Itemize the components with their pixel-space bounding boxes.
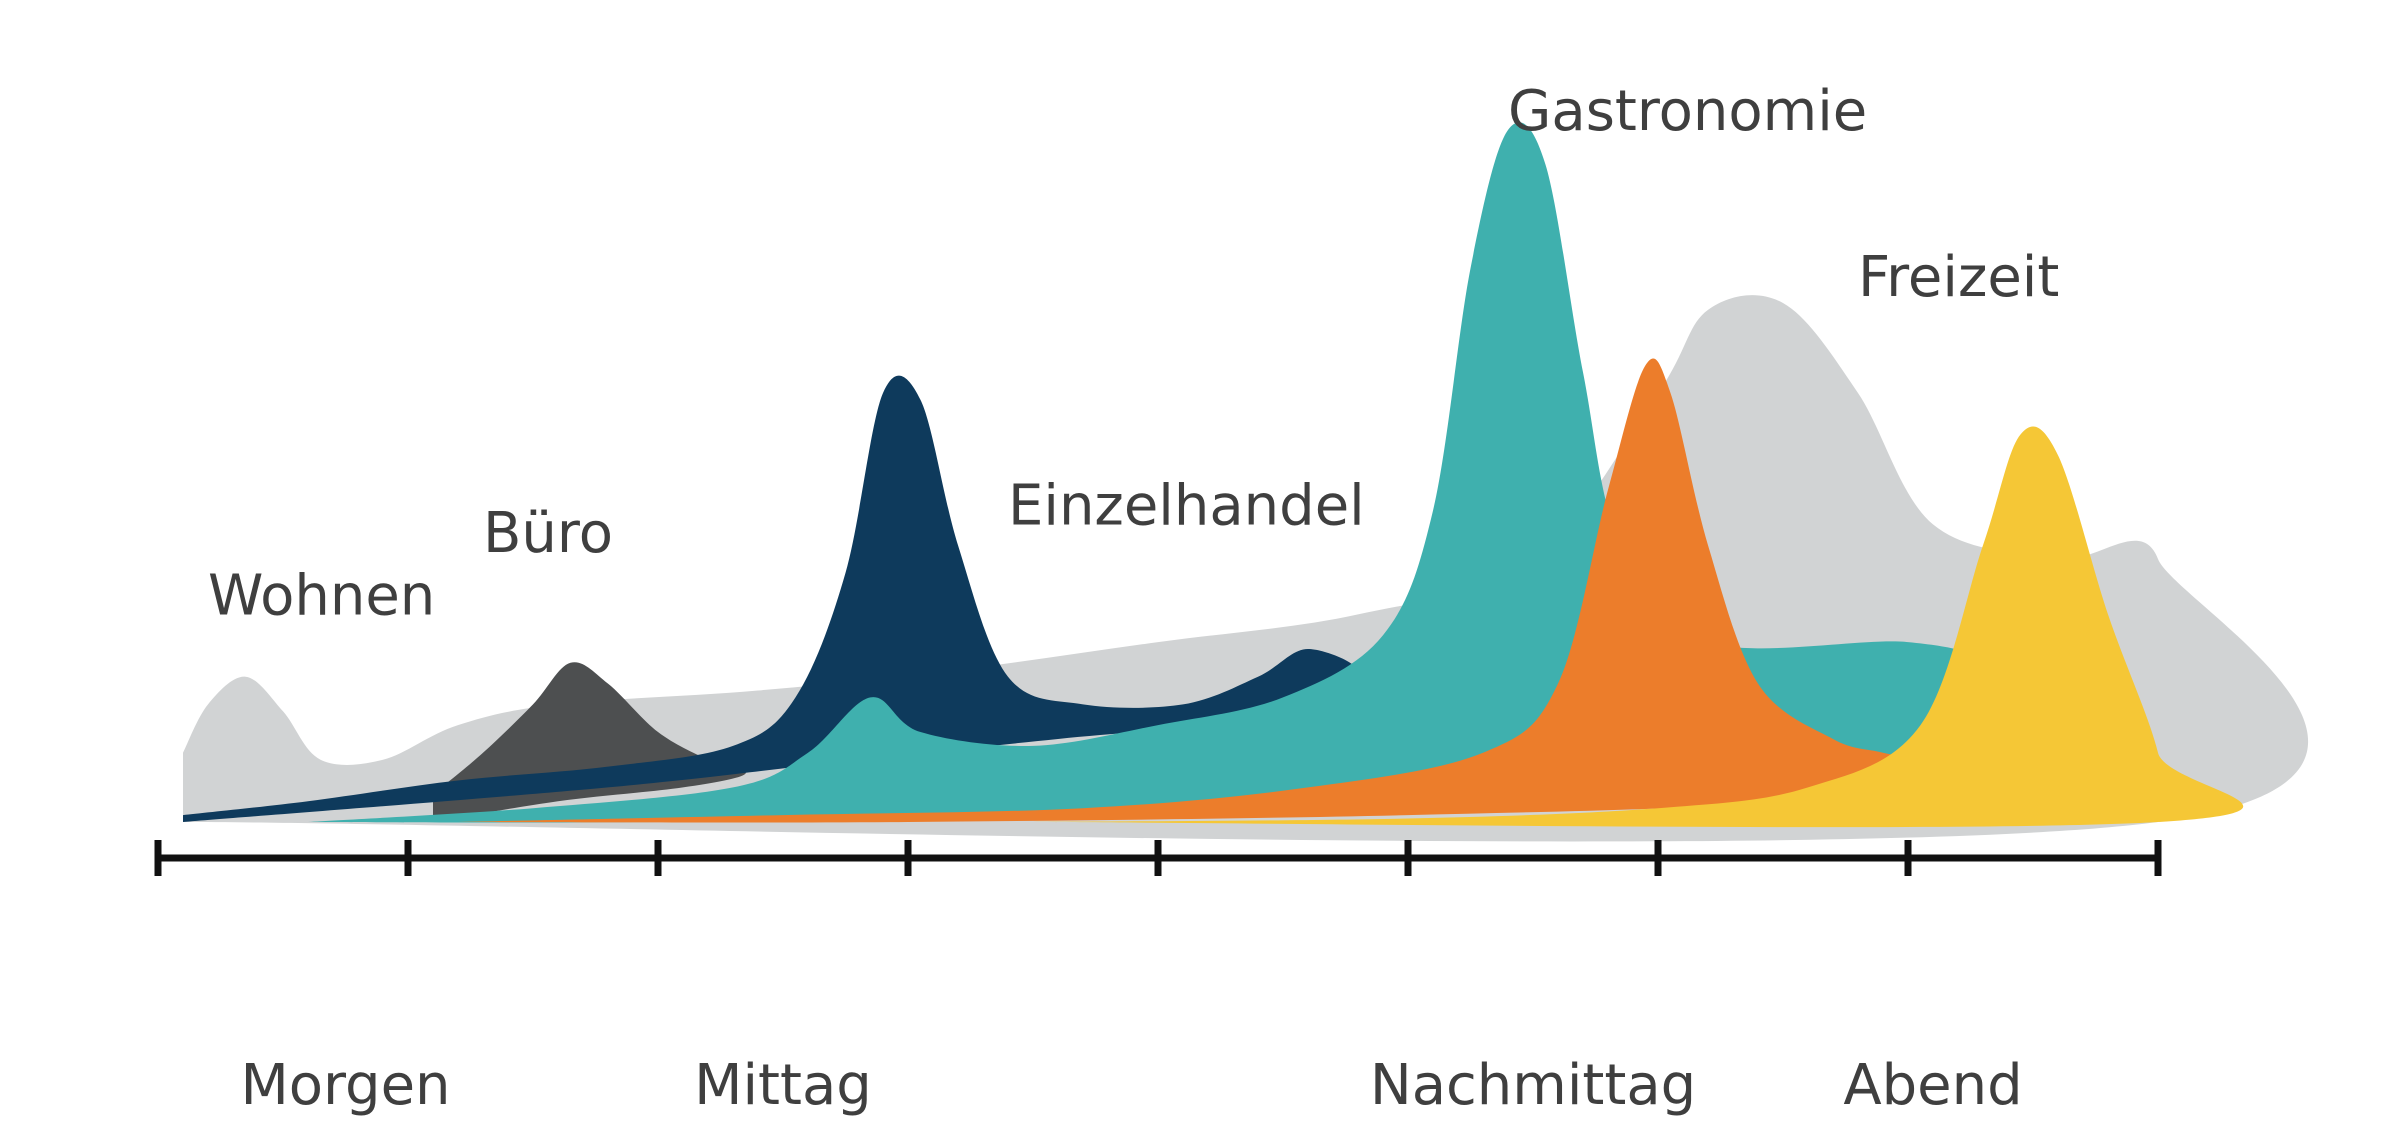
- area-freizeit: [458, 358, 1937, 823]
- period-label-nachmittag: Nachmittag: [1370, 1053, 1696, 1118]
- series-label-wohnen: Wohnen: [208, 563, 435, 628]
- area-gastronomie: [308, 122, 1984, 823]
- period-label-morgen: Morgen: [240, 1053, 450, 1118]
- area-einzelhandel: [183, 375, 1360, 822]
- series-label-freizeit: Freizeit: [1858, 245, 2059, 310]
- period-label-abend: Abend: [1843, 1053, 2022, 1118]
- series-label-einzelhandel: Einzelhandel: [1008, 473, 1365, 538]
- area-series-6: [1033, 426, 2244, 828]
- series-label-gastronomie: Gastronomie: [1508, 79, 1867, 144]
- period-label-mittag: Mittag: [694, 1053, 872, 1118]
- series-label-buero: Büro: [483, 501, 613, 566]
- area-series-group: [183, 122, 2309, 842]
- x-axis-ticks: [154, 840, 2162, 876]
- period-labels: Morgen Mittag Nachmittag Abend: [240, 1053, 2022, 1118]
- series-labels: Wohnen Büro Einzelhandel Gastronomie Freizei…: [208, 79, 2059, 628]
